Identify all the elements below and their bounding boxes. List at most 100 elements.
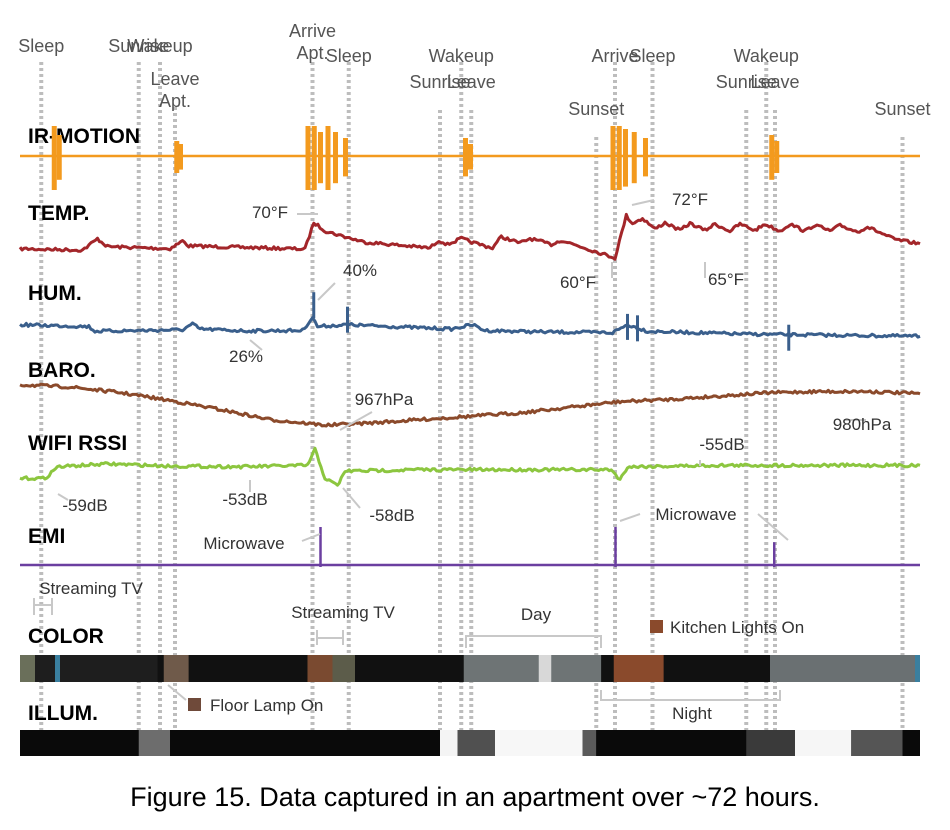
event-label: Leave Apt. — [150, 69, 199, 111]
kitchen-lights-swatch — [650, 620, 663, 633]
annotation-label: 26% — [229, 347, 263, 366]
annotation-label: 70°F — [252, 203, 288, 222]
series-spike — [610, 126, 616, 190]
band-segment — [457, 730, 495, 756]
series-spike — [623, 129, 628, 187]
series-spike — [614, 527, 617, 567]
series-spike — [631, 132, 637, 184]
series-line — [19, 446, 921, 487]
band-segment — [332, 655, 355, 682]
figure-caption: Figure 15. Data captured in an apartment… — [130, 782, 820, 812]
annotation-label: -59dB — [62, 496, 107, 515]
event-label: Sleep — [629, 46, 675, 66]
track-label: WIFI RSSI — [28, 432, 127, 455]
event-label: Sunset — [874, 99, 930, 119]
band-segment — [596, 730, 747, 756]
band-segment — [440, 730, 458, 756]
event-label: Sleep — [18, 36, 64, 56]
annotation-label: Microwave — [655, 505, 736, 524]
track-label: IR-MOTION — [28, 125, 140, 148]
band-segment — [613, 655, 664, 682]
sensor-tracks: IR-MOTION TEMP. HUM. BARO. WIFI RSSI EMI COLOR… — [18, 125, 921, 756]
band-segment — [902, 730, 920, 756]
band-segment — [915, 655, 920, 682]
annotation-label: -55dB — [699, 435, 744, 454]
annotation-leader — [342, 487, 361, 509]
annotation-leader — [316, 630, 344, 645]
annotation-leader — [619, 513, 641, 522]
floor-lamp-swatch — [188, 698, 201, 711]
event-label: Arrive — [591, 46, 638, 66]
band-segment — [355, 655, 464, 682]
series-line — [19, 316, 921, 339]
series-spike — [643, 138, 648, 177]
series-spike — [174, 141, 180, 173]
annotation-label: -58dB — [369, 506, 414, 525]
track-label: HUM. — [28, 282, 82, 305]
series-line — [19, 382, 921, 428]
annotation-label: 40% — [343, 261, 377, 280]
annotation-leader — [600, 690, 781, 701]
annotation-label: -53dB — [222, 490, 267, 509]
band-segment — [495, 730, 583, 756]
band-segment — [463, 655, 602, 682]
track-label: BARO. — [28, 359, 96, 382]
annotation-label: Kitchen Lights On — [670, 618, 804, 637]
band-segment — [170, 730, 440, 756]
annotation-label: Night — [672, 704, 712, 723]
series-spike — [463, 138, 468, 177]
annotation-label: Floor Lamp On — [210, 696, 323, 715]
annotation-leader — [57, 493, 69, 501]
annotation-leader — [249, 339, 263, 351]
annotation-leader — [631, 199, 655, 206]
annotation-leader — [317, 282, 336, 301]
band-segment — [746, 730, 795, 756]
band-segment — [663, 655, 770, 682]
band-segment — [795, 730, 852, 756]
annotation-label: 980hPa — [833, 415, 892, 434]
event-label: Arrive Apt. — [289, 21, 336, 63]
annotation-leader — [757, 513, 789, 541]
band-segment — [770, 655, 915, 682]
annotation-label: Microwave — [203, 534, 284, 553]
event-label: Wakeup — [127, 36, 192, 56]
band-segment — [851, 730, 903, 756]
series-spike — [343, 138, 348, 177]
band-segment — [163, 655, 189, 682]
annotation-leader — [167, 684, 187, 701]
annotation-leader — [33, 598, 53, 615]
annotation-label: Streaming TV — [39, 579, 143, 598]
track-label: COLOR — [28, 625, 104, 648]
band-segment — [20, 730, 139, 756]
band-segment — [138, 730, 170, 756]
annotation-label: Day — [521, 605, 552, 624]
series-line — [18, 212, 921, 261]
series-spike — [318, 132, 323, 184]
event-label: Leave — [447, 72, 496, 92]
annotation-label: 72°F — [672, 190, 708, 209]
event-label: Sunset — [568, 99, 624, 119]
event-label: Leave — [750, 72, 799, 92]
series-spike — [333, 132, 338, 184]
annotation-label: 60°F — [560, 273, 596, 292]
series-spike — [774, 141, 780, 173]
series-spike — [468, 144, 473, 170]
series-spike — [616, 126, 622, 190]
band-segment — [601, 655, 614, 682]
series-spike — [178, 144, 183, 170]
band-segment — [55, 655, 60, 682]
series-spike — [325, 126, 331, 190]
annotations: 70°F 60°F 72°F 65°F 40% 26% 967hPa 980hPa -59dB -… — [33, 190, 892, 723]
event-label: Wakeup — [734, 46, 799, 66]
band-segment — [538, 655, 552, 682]
track-label: TEMP. — [28, 202, 89, 225]
track-label: ILLUM. — [28, 702, 98, 725]
band-segment — [307, 655, 333, 682]
annotation-leader — [301, 533, 321, 542]
event-label: Wakeup — [429, 46, 494, 66]
event-label: Sunrise — [108, 36, 169, 56]
series-spike — [56, 135, 62, 180]
band-segment — [582, 730, 597, 756]
